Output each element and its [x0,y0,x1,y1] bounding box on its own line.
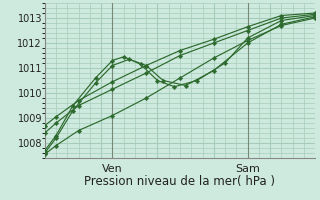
Text: Sam: Sam [235,164,260,174]
X-axis label: Pression niveau de la mer( hPa ): Pression niveau de la mer( hPa ) [84,175,276,188]
Text: Ven: Ven [102,164,123,174]
